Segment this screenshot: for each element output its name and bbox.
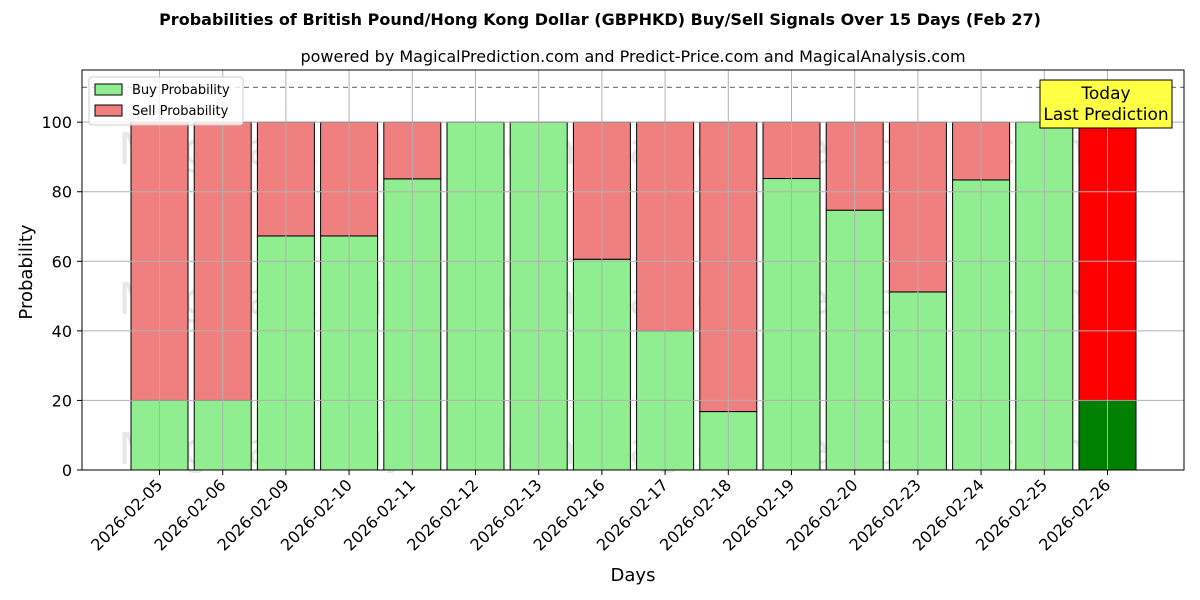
y-tick-label: 20 (52, 391, 72, 410)
y-tick-label: 60 (52, 252, 72, 271)
legend-swatch-sell (94, 104, 123, 117)
chart-title: Probabilities of British Pound/Hong Kong… (159, 10, 1041, 29)
legend-box (88, 76, 244, 126)
plot-area: MagicalAnalysis.comMagicalPrediction.com… (41, 69, 1185, 555)
legend-label-buy: Buy Probability (132, 83, 230, 98)
annotation-line-2: Last Prediction (1043, 105, 1168, 125)
y-tick-label: 80 (52, 183, 72, 202)
plot-frame (81, 69, 1185, 471)
legend-label-sell: Sell Probability (132, 104, 229, 119)
x-axis-label: Days (611, 565, 656, 586)
chart-subtitle: powered by MagicalPrediction.com and Pre… (300, 47, 965, 66)
y-tick-label: 100 (41, 113, 72, 132)
y-tick-label: 0 (62, 461, 72, 480)
annotation-box (1039, 79, 1173, 129)
y-axis-label: Probability (16, 224, 37, 319)
annotation-line-1: Today (1080, 84, 1130, 104)
y-tick-label: 40 (52, 322, 72, 341)
legend-swatch-buy (94, 83, 123, 96)
